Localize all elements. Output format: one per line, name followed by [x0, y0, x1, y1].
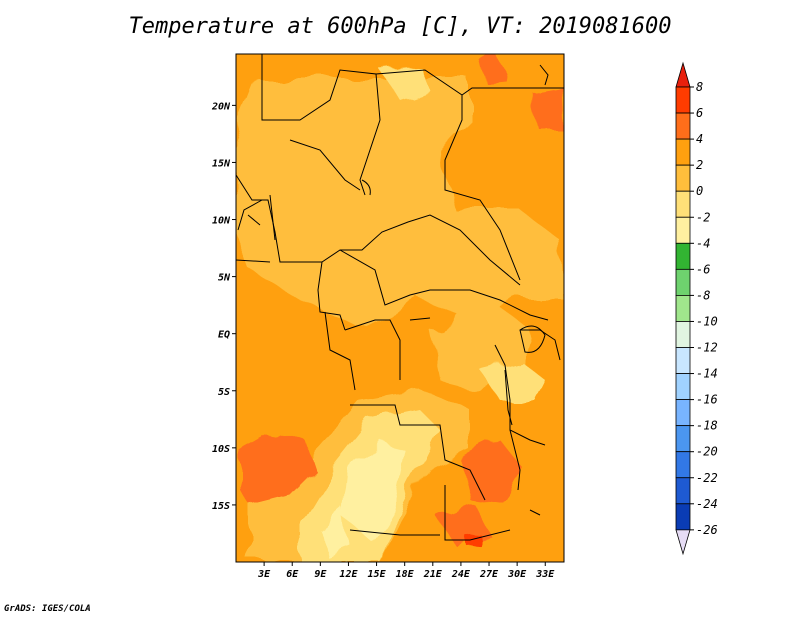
temperature-field	[236, 54, 564, 562]
lon-tick-label: 33E	[535, 569, 555, 580]
colorbar-label: -20	[696, 445, 718, 459]
latitude-axis: 20N 15N 10N 5N EQ 5S 10S 15S	[211, 101, 236, 512]
colorbar-label: -14	[696, 367, 718, 381]
lat-tick-label: 5N	[218, 273, 231, 284]
colorbar-label: -26	[696, 523, 718, 537]
lat-tick-label: 15N	[212, 158, 231, 169]
grads-credit: GrADS: IGES/COLA	[4, 604, 91, 614]
colorbar-swatch	[675, 190, 691, 218]
colorbar-swatch	[675, 399, 691, 427]
lon-tick-label: 3E	[257, 569, 271, 580]
lon-tick-label: 6E	[286, 569, 299, 580]
colorbar-swatch	[675, 216, 691, 244]
colorbar-swatch	[675, 112, 691, 140]
lon-tick-label: 15E	[368, 569, 387, 580]
field-0-to-2-north	[236, 80, 564, 330]
chart-title: Temperature at 600hPa [C], VT: 201908160…	[128, 14, 672, 39]
lat-tick-label: EQ	[218, 330, 230, 341]
colorbar-label: -12	[696, 341, 718, 355]
lat-tick-label: 10S	[212, 444, 230, 455]
colorbar-top-arrow	[675, 61, 691, 88]
longitude-axis: 3E 6E 9E 12E 15E 18E 21E 24E 27E 30E 33E	[257, 562, 555, 580]
lat-tick-label: 10N	[212, 216, 231, 227]
lakes	[361, 64, 549, 516]
colorbar-label: -10	[696, 314, 718, 328]
lat-tick-label: 15S	[212, 501, 230, 512]
colorbar-swatch	[675, 477, 691, 505]
lat-tick-label: 5S	[218, 387, 230, 398]
colorbar-label: 8	[696, 80, 703, 94]
map-frame	[235, 53, 565, 563]
colorbar-swatch	[675, 321, 691, 348]
country-borders	[236, 54, 564, 541]
lon-tick-label: 18E	[396, 569, 415, 580]
colorbar-swatch	[675, 373, 691, 400]
field-minus2-to-0-north	[380, 66, 430, 100]
lon-tick-label: 21E	[423, 569, 443, 580]
colorbar-label: 6	[696, 106, 703, 120]
lon-tick-label: 30E	[507, 569, 527, 580]
colorbar-swatch	[675, 425, 691, 453]
field-minus4-to-minus2	[345, 440, 405, 540]
colorbar-bottom-arrow	[675, 529, 691, 556]
colorbar-swatch	[675, 503, 691, 531]
lon-tick-label: 24E	[451, 569, 471, 580]
colorbar-swatch	[675, 347, 691, 374]
colorbar-label: -4	[696, 236, 710, 250]
colorbar-label: -24	[696, 497, 718, 511]
colorbar-label: -22	[696, 471, 718, 485]
field-4-to-6-northeast	[530, 85, 562, 130]
colorbar-label: 2	[696, 158, 703, 172]
lon-tick-label: 27E	[479, 569, 499, 580]
colorbar-label: -6	[696, 262, 710, 276]
colorbar-swatch	[675, 138, 691, 166]
colorbar-label: -16	[696, 393, 718, 407]
field-4-to-6-southeast	[460, 440, 525, 505]
field-minus2-to-0-east	[480, 360, 545, 400]
colorbar-swatch	[675, 294, 691, 322]
colorbar-swatch	[675, 451, 691, 479]
colorbar-swatch	[675, 242, 691, 270]
lat-tick-label: 20N	[211, 101, 231, 112]
colorbar: 8 6 4 2 0 -2 -4 -6 -8 -10 -12 -14 -16 -18 -20 -22 -24 -26	[675, 61, 718, 556]
colorbar-swatch	[675, 86, 691, 114]
colorbar-swatch	[675, 268, 691, 296]
lon-tick-label: 12E	[339, 569, 358, 580]
colorbar-label: 4	[696, 132, 703, 146]
colorbar-swatch	[675, 164, 691, 192]
colorbar-label: -8	[696, 288, 710, 302]
lon-tick-label: 9E	[314, 569, 327, 580]
colorbar-label: 0	[696, 184, 703, 198]
field-4-to-6-southwest	[240, 430, 315, 505]
colorbar-label: -18	[696, 419, 718, 433]
colorbar-label: -2	[696, 210, 710, 224]
